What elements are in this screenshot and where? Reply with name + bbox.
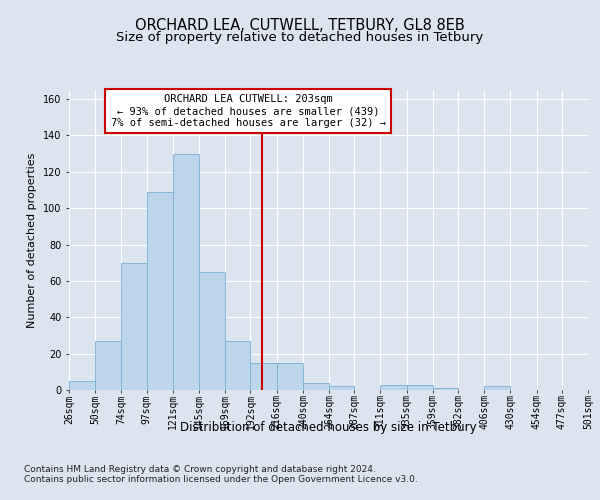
Bar (277, 362, 303, 390)
Bar (407, 384, 433, 390)
Bar (199, 272, 225, 390)
Bar (69, 381, 95, 390)
Text: Contains HM Land Registry data © Crown copyright and database right 2024.: Contains HM Land Registry data © Crown c… (24, 464, 376, 473)
Bar (121, 262, 146, 390)
Bar (173, 154, 199, 390)
Text: Distribution of detached houses by size in Tetbury: Distribution of detached houses by size … (181, 421, 477, 434)
Bar (303, 382, 329, 390)
Bar (95, 341, 121, 390)
Text: Contains public sector information licensed under the Open Government Licence v3: Contains public sector information licen… (24, 476, 418, 484)
Text: ORCHARD LEA CUTWELL: 203sqm
← 93% of detached houses are smaller (439)
7% of sem: ORCHARD LEA CUTWELL: 203sqm ← 93% of det… (110, 94, 386, 128)
Y-axis label: Number of detached properties: Number of detached properties (28, 152, 37, 328)
Text: Size of property relative to detached houses in Tetbury: Size of property relative to detached ho… (116, 31, 484, 44)
Bar (484, 386, 511, 390)
Text: ORCHARD LEA, CUTWELL, TETBURY, GL8 8EB: ORCHARD LEA, CUTWELL, TETBURY, GL8 8EB (135, 18, 465, 32)
Bar (380, 384, 407, 390)
Bar (329, 386, 354, 390)
Bar (250, 362, 277, 390)
Bar (146, 192, 173, 390)
Bar (225, 341, 250, 390)
Bar (433, 388, 458, 390)
